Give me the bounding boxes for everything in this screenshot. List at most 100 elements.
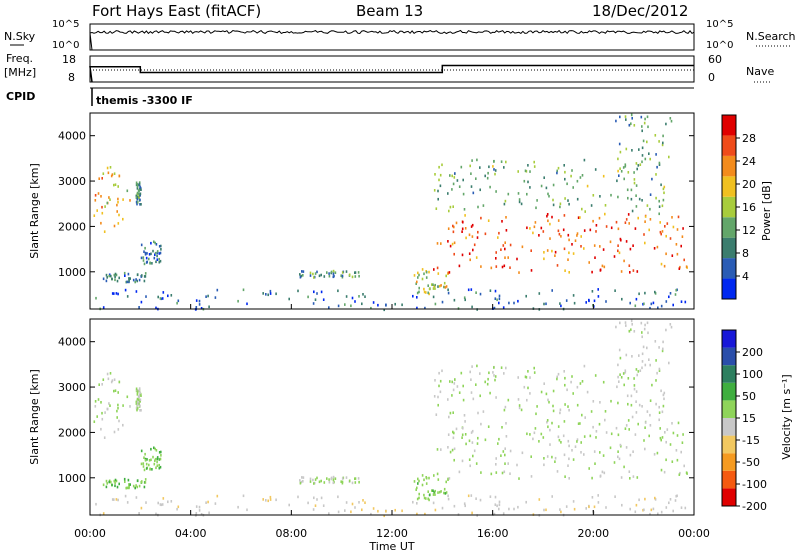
- velocity-cell: [452, 436, 455, 440]
- velocity-cell: [487, 377, 489, 381]
- velocity-cell: [332, 475, 335, 479]
- velocity-cell: [665, 458, 667, 462]
- velocity-cell: [448, 477, 451, 480]
- power-cell: [681, 235, 684, 238]
- power-cell: [552, 198, 554, 202]
- velocity-cell: [145, 467, 148, 470]
- velocity-cell: [660, 389, 662, 393]
- velocity-cell: [416, 497, 419, 501]
- velocity-cell: [138, 388, 141, 392]
- velocity-cell: [115, 498, 118, 501]
- power-cell: [427, 284, 429, 287]
- power-cell: [535, 206, 537, 210]
- power-cell: [118, 213, 120, 217]
- power-cell: [525, 170, 528, 173]
- noise-right-tick-top: 10^5: [706, 19, 733, 30]
- power-cell: [302, 274, 304, 277]
- velocity-cell: [475, 497, 477, 500]
- power-cell: [603, 265, 606, 269]
- velocity-cell: [620, 376, 623, 379]
- power-cell: [597, 288, 599, 291]
- velocity-cell: [525, 500, 527, 504]
- velocity-cell: [635, 400, 637, 403]
- power-cell: [128, 277, 130, 280]
- velocity-cell: [599, 451, 601, 454]
- velocity-cell: [140, 462, 143, 466]
- velocity-cell: [94, 405, 97, 408]
- power-cell: [423, 287, 425, 291]
- velocity-cell: [619, 443, 622, 447]
- power-cell: [167, 294, 169, 298]
- velocity-cell: [438, 384, 440, 388]
- power-cell: [136, 195, 139, 199]
- velocity-cell: [616, 385, 618, 389]
- power-cell: [461, 253, 464, 257]
- power-cell: [524, 169, 527, 173]
- y-tick-label: 4000: [58, 336, 86, 349]
- power-cell: [445, 285, 448, 288]
- freq-tick-bottom: 8: [68, 71, 75, 84]
- power-cell: [581, 207, 583, 211]
- velocity-cell: [504, 405, 507, 409]
- velocity-cell: [565, 505, 568, 508]
- velocity-cell: [672, 431, 675, 435]
- velocity-cell: [113, 479, 116, 483]
- power-cell: [484, 232, 487, 236]
- power-cell: [437, 272, 440, 275]
- power-cell: [540, 226, 543, 230]
- power-cell: [415, 282, 417, 285]
- velocity-cell: [564, 475, 566, 478]
- velocity-cell: [148, 459, 151, 462]
- velocity-cell: [143, 456, 145, 459]
- power-cell: [126, 295, 129, 298]
- velocity-cell: [595, 430, 598, 433]
- velocity-cell: [658, 367, 661, 371]
- velocity-cell: [504, 447, 506, 450]
- velocity-cell: [299, 481, 302, 485]
- velocity-cell: [641, 331, 643, 334]
- velocity-cell: [461, 433, 464, 437]
- power-cell: [416, 296, 418, 299]
- velocity-cell: [604, 418, 606, 422]
- power-cell: [486, 176, 489, 180]
- velocity-cell: [585, 507, 587, 510]
- velocity-cell: [547, 425, 549, 429]
- velocity-cell: [477, 411, 479, 415]
- velocity-cell: [556, 375, 558, 379]
- power-cell: [576, 232, 579, 235]
- power-cell: [123, 271, 126, 275]
- velocity-cell: [160, 454, 162, 457]
- power-cell: [655, 153, 657, 156]
- velocity-cell: [495, 471, 498, 474]
- velocity-cell: [551, 455, 553, 459]
- power-cell: [626, 188, 629, 192]
- velocity-cell: [198, 505, 201, 509]
- velocity-cell: [567, 439, 570, 443]
- colorbar-tick-label: 28: [742, 132, 756, 145]
- velocity-cell: [558, 438, 561, 442]
- velocity-cell: [156, 456, 159, 459]
- power-cell: [634, 304, 637, 308]
- power-cell: [661, 204, 664, 208]
- power-cell: [554, 250, 557, 254]
- velocity-cell: [140, 449, 143, 453]
- power-cell: [625, 218, 628, 221]
- velocity-cell: [468, 458, 471, 461]
- power-cell: [102, 172, 105, 175]
- power-cell: [97, 192, 100, 195]
- velocity-cell: [495, 463, 497, 466]
- power-cell: [115, 292, 118, 295]
- power-cell: [135, 194, 138, 198]
- power-cell: [141, 274, 143, 277]
- velocity-cell: [624, 369, 627, 372]
- velocity-cell: [136, 393, 139, 396]
- power-cell: [110, 274, 112, 278]
- velocity-cell: [344, 509, 346, 512]
- velocity-cell: [583, 435, 586, 438]
- velocity-cell: [122, 404, 124, 407]
- power-cell: [135, 196, 138, 199]
- velocity-cell: [431, 489, 433, 492]
- velocity-cell: [563, 420, 566, 423]
- power-cell: [572, 186, 574, 189]
- velocity-cell: [449, 411, 452, 415]
